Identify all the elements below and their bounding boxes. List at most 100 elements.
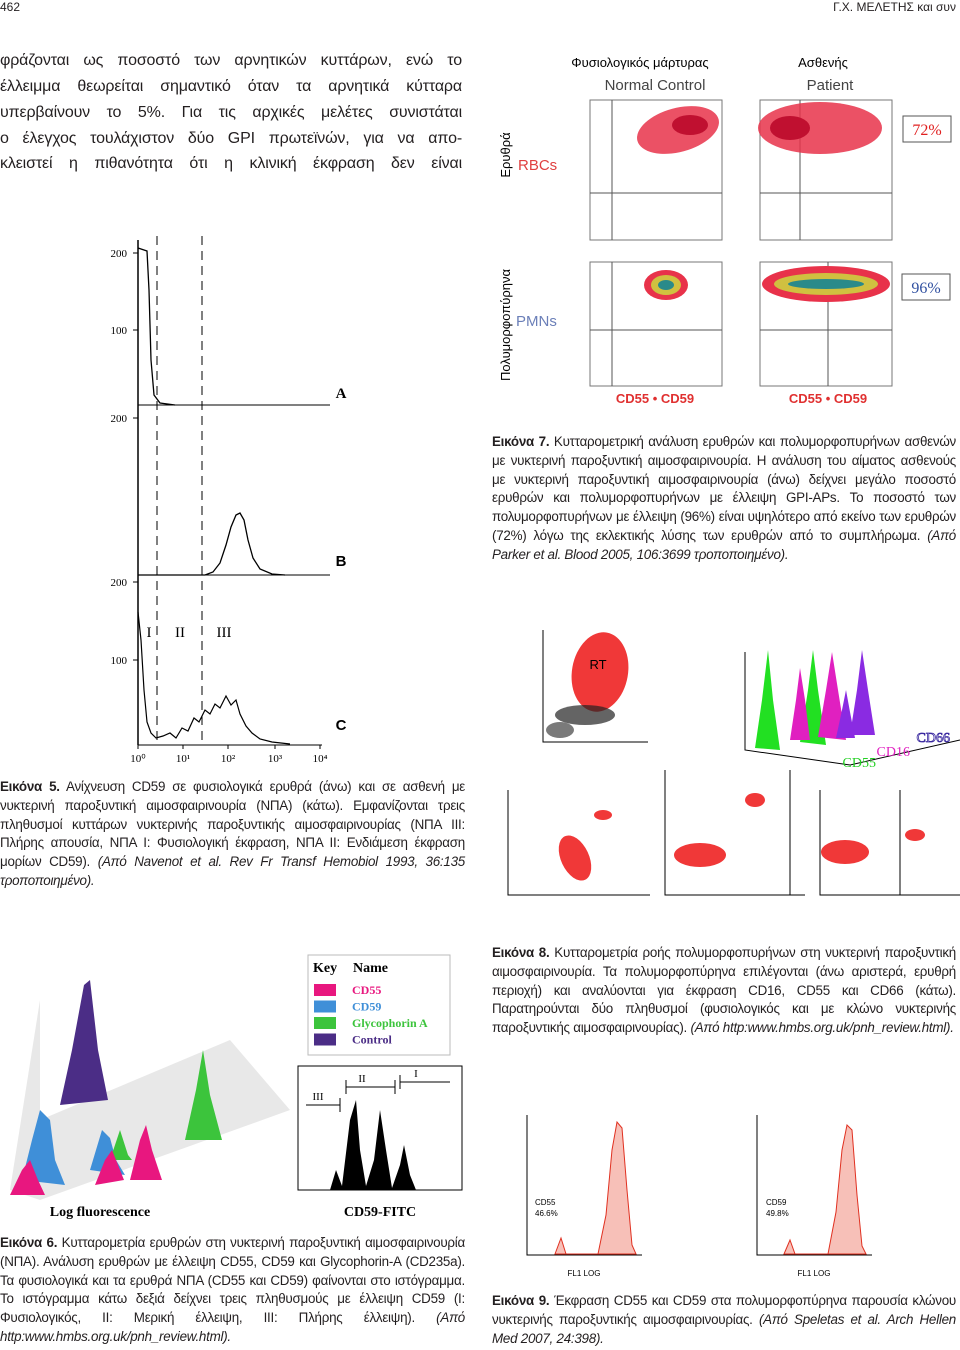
y-tick-label: 100 <box>111 325 128 337</box>
axis-label: CD59-FITC <box>344 1205 416 1220</box>
x-tick-label: 10⁴ <box>313 753 328 765</box>
axis-label: FL1 LOG <box>568 1269 601 1278</box>
caption: Εικόνα 9. Έκφραση CD55 και CD59 στα πολυ… <box>492 1292 956 1348</box>
percent-label: 96% <box>911 280 940 297</box>
page-number: 462 <box>0 0 21 14</box>
caption-label: Εικόνα 7. <box>492 434 550 449</box>
key-swatch <box>314 984 336 996</box>
x-tick-label: 10² <box>221 753 236 765</box>
figure-7: Φυσιολογικός μάρτυρας Ασθενής Normal Con… <box>498 55 952 406</box>
axis-label: Log fluorescence <box>50 1205 150 1220</box>
body-line: ο έλεγχος τουλάχιστον δύο GPI πρωτεϊνών,… <box>0 130 462 147</box>
caption-label: Εικόνα 6. <box>0 1235 58 1250</box>
scatter-cloud <box>905 829 925 841</box>
body-line: έλλειμμα θεωρείται σημαντικό όταν τα αρν… <box>0 78 462 95</box>
column-label: Ασθενής <box>798 55 848 70</box>
y-tick-label: 200 <box>111 248 128 260</box>
histogram-peak <box>783 1123 867 1255</box>
row-label: Ερυθρά <box>498 132 513 178</box>
histogram-peak <box>298 1100 462 1190</box>
caption: Εικόνα 5. Ανίχνευση CD59 σε φυσιολογικά … <box>0 778 465 891</box>
plot-axes <box>526 1115 642 1256</box>
scatter-cloud <box>594 810 612 820</box>
row-label: Πολυμορφοπύρηνα <box>498 269 513 381</box>
histogram-peak <box>10 1160 45 1195</box>
caption-label: Εικόνα 8. <box>492 945 550 960</box>
histogram-peak <box>790 668 810 740</box>
scatter-cloud <box>546 722 574 738</box>
scatter-cloud <box>558 835 592 881</box>
scatter-cloud <box>788 279 864 289</box>
scatter-cloud <box>745 793 765 807</box>
key-label: Glycophorin A <box>352 1016 428 1030</box>
marker-label: CD66 <box>917 731 950 746</box>
gate-label: RT <box>589 657 606 672</box>
panel-letter: A <box>336 386 347 402</box>
plot-axes <box>744 652 960 766</box>
plot-frame <box>589 99 723 241</box>
caption: Εικόνα 6. Κυτταρομετρία ερυθρών στη νυκτ… <box>0 1234 465 1347</box>
key-swatch <box>314 1017 336 1029</box>
plot-axes <box>507 790 650 896</box>
cell-label: RBCs <box>518 157 557 174</box>
figure-5: 200 100 200 200 100 A B C I II III 10⁰ 1… <box>111 236 347 765</box>
histogram-peak <box>110 1130 132 1160</box>
key-label: CD55 <box>352 983 381 997</box>
histogram-peak <box>60 980 108 1105</box>
plot-frame <box>759 99 893 241</box>
caption-source: (Από http:www.hmbs.org.uk/pnh_review.htm… <box>690 1020 954 1036</box>
histogram-peak <box>95 1150 124 1185</box>
caption-source: (Από Speletas et al. Arch Hellen Med 200… <box>492 1311 956 1346</box>
key-label: CD59 <box>352 1000 381 1014</box>
scatter-cloud <box>672 115 708 135</box>
histogram-peak <box>130 1125 162 1180</box>
caption-source: (Από http:www.hmbs.org.uk/pnh_review.htm… <box>0 1310 465 1344</box>
caption-label: Εικόνα 5. <box>0 779 60 794</box>
scatter-cloud <box>770 116 810 140</box>
percent-box <box>901 273 951 301</box>
x-tick-label: 10⁰ <box>130 753 146 765</box>
histogram-peak <box>755 650 780 750</box>
figure-9: CD55 46.6% FL1 LOG CD59 49.8% FL1 LOG <box>526 1115 872 1278</box>
panel-letter: C <box>336 717 347 734</box>
histogram-peak <box>836 690 855 738</box>
marker-label: CD55 <box>535 1198 556 1207</box>
figure-6: Log fluorescence Key Name CD55 CD59 Glycop… <box>10 954 463 1220</box>
marker-label: CD59 <box>766 1198 787 1207</box>
region-label: I <box>414 1068 418 1080</box>
marker-label: CD16 <box>877 745 910 760</box>
scatter-cloud <box>821 840 869 864</box>
percent-box <box>902 115 952 143</box>
body-line: κλειστεί η πιθανότητα ότι η κλινική έκφρ… <box>0 155 462 172</box>
caption-text: Κυτταρομετρική ανάλυση ερυθρών και πολυμ… <box>492 434 956 543</box>
scatter-cloud <box>758 102 882 154</box>
body-line: υπερβαίνουν το 5%. Για τις αρχικές μελέτ… <box>0 104 462 121</box>
key-header: Name <box>353 961 388 976</box>
histogram-curve <box>137 611 291 745</box>
region-label: II <box>175 625 185 641</box>
caption-text: Κυτταρομετρία ερυθρών στη νυκτερινή παρο… <box>0 1235 465 1326</box>
plot-axes <box>819 790 960 896</box>
plot-axes <box>756 1115 872 1256</box>
key-swatch <box>314 1000 336 1013</box>
scatter-cloud <box>674 843 726 867</box>
caption: Εικόνα 7. Κυτταρομετρική ανάλυση ερυθρών… <box>492 433 956 565</box>
caption-source: (Από Navenot et al. Rev Fr Transf Hemobi… <box>0 854 465 888</box>
caption-text: Κυτταρομετρία ροής πολυμορφοπυρήνων στη … <box>492 945 956 1036</box>
y-tick-label: 200 <box>111 413 128 425</box>
scatter-cloud <box>658 280 674 290</box>
percent-label: 46.6% <box>535 1209 558 1218</box>
axis-label: CD55 • CD59 <box>616 391 694 406</box>
histogram-peak <box>850 650 875 735</box>
panel-letter: B <box>336 553 347 570</box>
y-tick-label: 200 <box>111 577 128 589</box>
plot-frame <box>759 261 893 387</box>
panel-title: Normal Control <box>605 77 706 94</box>
marker-label: CD55 <box>843 756 876 771</box>
plot-frame <box>589 261 723 387</box>
histogram-peak <box>554 1120 637 1255</box>
percent-label: 72% <box>912 122 941 139</box>
plot-floor <box>10 1000 290 1200</box>
plot-axes <box>664 770 805 896</box>
percent-label: 49.8% <box>766 1209 789 1218</box>
